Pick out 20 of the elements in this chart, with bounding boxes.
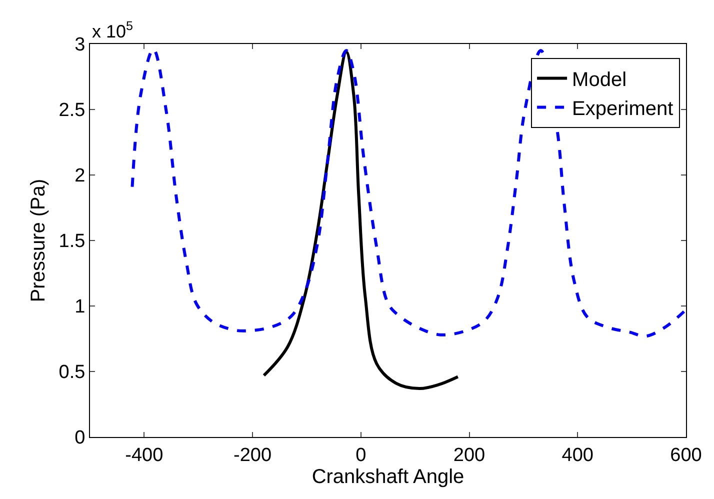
y-tick-label: 0.5	[58, 362, 86, 384]
x-tick-label: -200	[234, 444, 272, 466]
x-tick-label: 600	[670, 444, 702, 466]
legend-label: Model	[572, 69, 627, 92]
line-series	[130, 48, 686, 338]
x-tick-label: 0	[356, 444, 366, 466]
legend-label: Experiment	[572, 98, 674, 120]
y-tick-label: 2	[74, 166, 86, 187]
line-series	[262, 50, 460, 390]
x-tick-label: 200	[453, 444, 486, 466]
y-tick-label: 1	[74, 296, 86, 318]
y-tick-label: 2.5	[58, 100, 86, 122]
x-tick-label: 400	[562, 444, 594, 466]
y-tick-label: 3	[74, 34, 86, 56]
y-tick-label: 0	[74, 428, 86, 449]
y-tick-label: 1.5	[58, 231, 86, 252]
x-tick-label: -400	[125, 444, 164, 466]
y-axis-title: Pressure (Pa)	[27, 178, 50, 302]
x-axis-title: Crankshaft Angle	[312, 466, 464, 488]
text: x 10$^{5}$	[92, 19, 134, 42]
